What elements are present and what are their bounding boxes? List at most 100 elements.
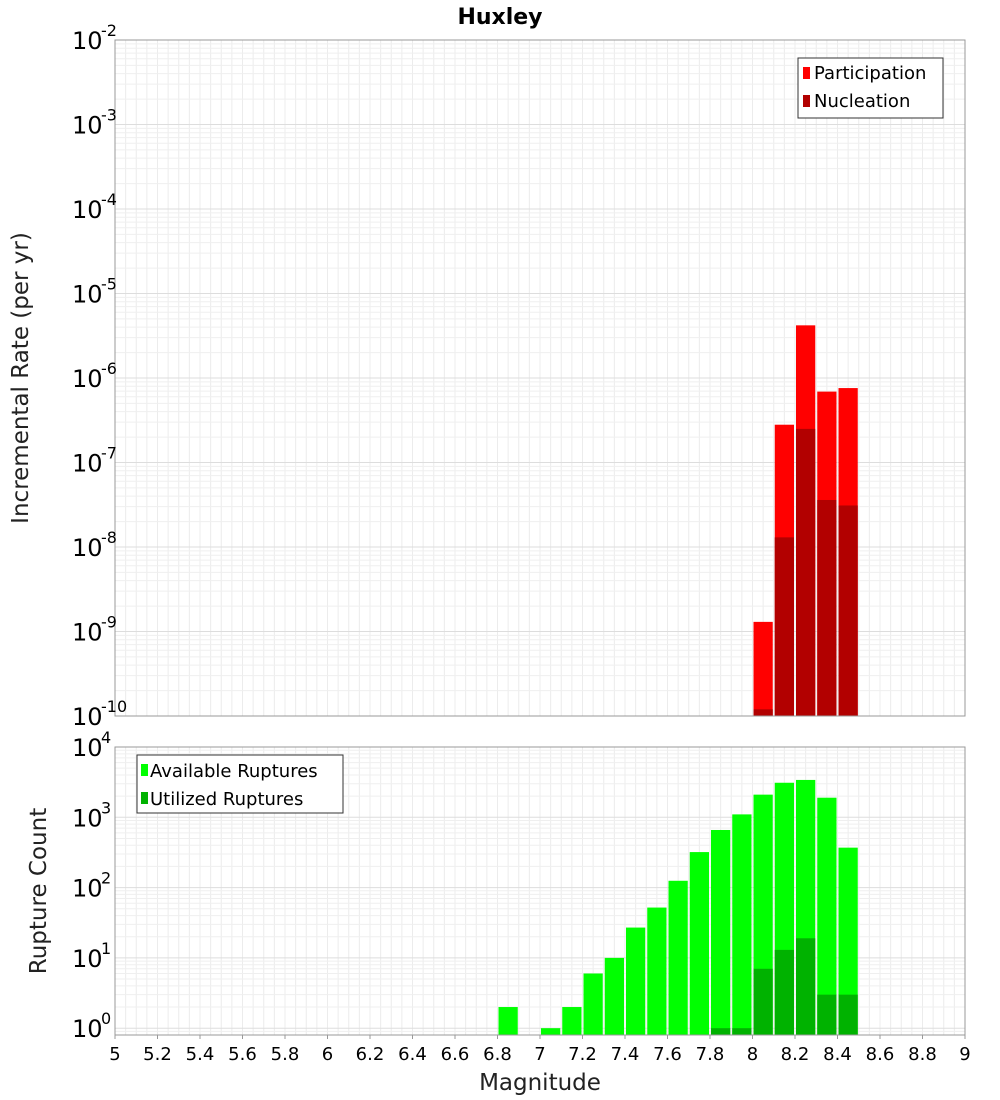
count-bar-utilized-ruptures [711, 1028, 731, 1035]
x-ticks: 5 5.2 5.4 5.6 5.8 6 6.2 6.4 6.6 6.8 7 7.2 7.4 7.6 7.8 8… [109, 1035, 971, 1065]
rate-y-tick-label: 10 [72, 196, 103, 224]
rate-y-tick-label: 10 [72, 619, 103, 647]
count-bar-utilized-ruptures [838, 994, 858, 1035]
x-tick-label: 8.2 [781, 1044, 810, 1065]
x-tick-label: 8.4 [823, 1044, 852, 1065]
legend-swatch-participation [803, 67, 810, 79]
rate-y-tick-exponent: -6 [101, 359, 117, 378]
count-y-tick-exponent: 2 [101, 869, 111, 888]
count-bar-available-ruptures [689, 852, 709, 1035]
x-tick-label: 5 [109, 1044, 120, 1065]
count-bar-utilized-ruptures [753, 968, 773, 1035]
rate-y-tick-label: 10 [72, 112, 103, 140]
rate-y-tick-exponent: -3 [101, 106, 117, 125]
count-bar-utilized-ruptures [732, 1028, 752, 1035]
count-bar-utilized-ruptures [817, 994, 837, 1035]
rate-y-tick-exponent: -10 [101, 697, 127, 716]
rate-y-tick-exponent: -9 [101, 613, 117, 632]
rate-legend-box [797, 57, 944, 119]
chart-title: Huxley [457, 5, 542, 30]
count-y-tick-label: 10 [72, 804, 103, 832]
rate-y-tick-exponent: -2 [101, 21, 117, 40]
rate-bars [753, 325, 858, 716]
count-y-axis-label: Rupture Count [26, 808, 52, 974]
count-bars [498, 779, 858, 1035]
count-y-tick-exponent: 0 [101, 1009, 111, 1028]
rate-y-tick-exponent: -8 [101, 528, 117, 547]
rate-y-tick-label: 10 [72, 365, 103, 393]
rate-y-tick-exponent: -4 [101, 190, 117, 209]
x-tick-label: 7.8 [696, 1044, 725, 1065]
count-bar-utilized-ruptures [774, 949, 794, 1035]
count-legend-box [136, 754, 344, 814]
legend-label-participation: Participation [814, 63, 926, 84]
x-tick-label: 7.4 [611, 1044, 640, 1065]
x-tick-label: 8 [747, 1044, 758, 1065]
count-y-tick-exponent: 1 [101, 939, 111, 958]
rate-bar-nucleation [753, 709, 773, 716]
x-tick-label: 8.8 [908, 1044, 937, 1065]
x-tick-label: 5.2 [143, 1044, 172, 1065]
count-legend: Available Ruptures Utilized Ruptures [136, 754, 344, 814]
rate-y-tick-label: 10 [72, 534, 103, 562]
legend-label-utilized: Utilized Ruptures [150, 789, 303, 810]
count-bar-available-ruptures [647, 907, 667, 1035]
count-bar-available-ruptures [583, 973, 603, 1035]
legend-swatch-nucleation [803, 95, 810, 107]
count-bar-available-ruptures [668, 880, 688, 1035]
rate-y-tick-exponent: -7 [101, 444, 117, 463]
rate-bar-nucleation [817, 499, 837, 716]
count-y-tick-label: 10 [72, 875, 103, 903]
x-tick-label: 7 [534, 1044, 545, 1065]
rate-y-tick-label: 10 [72, 703, 103, 731]
x-tick-label: 6.2 [356, 1044, 385, 1065]
rate-grid [114, 39, 966, 717]
count-y-tick-label: 10 [72, 734, 103, 762]
count-bar-available-ruptures [562, 1007, 582, 1035]
rate-y-axis-label: Incremental Rate (per yr) [8, 232, 34, 524]
count-y-tick-exponent: 4 [101, 728, 111, 747]
rate-y-tick-exponent: -5 [101, 275, 117, 294]
x-tick-label: 7.6 [653, 1044, 682, 1065]
legend-label-nucleation: Nucleation [814, 91, 910, 112]
count-bar-available-ruptures [711, 829, 731, 1035]
rate-plot-frame [114, 39, 966, 717]
count-bar-available-ruptures [541, 1028, 561, 1035]
rate-bar-nucleation [796, 428, 816, 716]
x-tick-label: 6.4 [398, 1044, 427, 1065]
x-tick-label: 6.6 [441, 1044, 470, 1065]
rate-y-tick-label: 10 [72, 450, 103, 478]
count-bar-available-ruptures [498, 1007, 518, 1035]
rate-bar-participation [753, 621, 773, 716]
count-bar-available-ruptures [626, 927, 646, 1035]
x-tick-label: 7.2 [568, 1044, 597, 1065]
x-axis-label: Magnitude [479, 1070, 601, 1096]
legend-swatch-utilized [141, 792, 148, 804]
rate-legend: Participation Nucleation [797, 57, 944, 119]
x-tick-label: 6.8 [483, 1044, 512, 1065]
legend-label-available: Available Ruptures [150, 761, 318, 782]
x-tick-label: 5.4 [186, 1044, 215, 1065]
x-tick-label: 8.6 [866, 1044, 895, 1065]
count-y-tick-label: 10 [72, 945, 103, 973]
rate-bar-nucleation [774, 537, 794, 716]
count-bar-available-ruptures [838, 847, 858, 1035]
x-tick-label: 9 [959, 1044, 970, 1065]
count-y-tick-exponent: 3 [101, 798, 111, 817]
legend-swatch-available [141, 764, 148, 776]
count-y-tick-label: 10 [72, 1015, 103, 1043]
rate-y-tick-label: 10 [72, 27, 103, 55]
x-tick-label: 5.6 [228, 1044, 257, 1065]
x-tick-label: 6 [322, 1044, 333, 1065]
count-bar-available-ruptures [817, 797, 837, 1035]
rate-bar-nucleation [838, 505, 858, 716]
x-tick-label: 5.8 [271, 1044, 300, 1065]
rate-y-tick-label: 10 [72, 281, 103, 309]
count-bar-available-ruptures [604, 957, 624, 1035]
count-bar-utilized-ruptures [796, 938, 816, 1035]
